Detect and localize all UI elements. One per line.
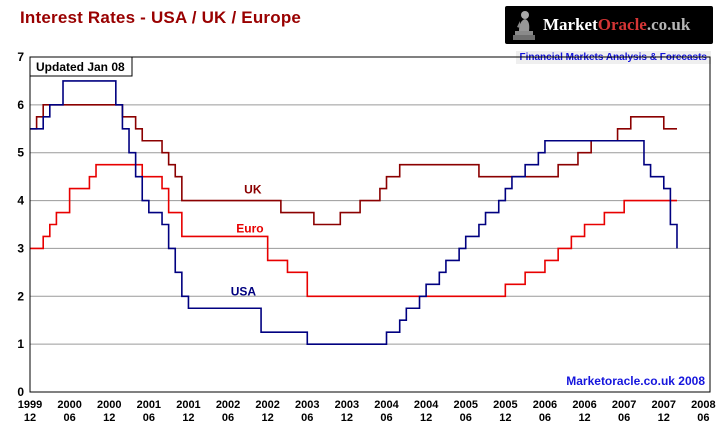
page-title: Interest Rates - USA / UK / Europe (20, 8, 302, 27)
x-tick-month: 12 (578, 412, 590, 424)
x-tick-year: 2000 (57, 399, 81, 411)
series-line-euro (30, 163, 677, 298)
x-tick-month: 06 (301, 412, 313, 424)
logo-market: Market (543, 15, 598, 34)
series-line-usa (30, 80, 678, 345)
x-tick-year: 2005 (493, 399, 517, 411)
chart-watermark: Marketoracle.co.uk 2008 (566, 374, 705, 388)
y-tick-label: 2 (17, 289, 24, 303)
x-tick-month: 06 (460, 412, 472, 424)
x-tick-year: 2007 (652, 399, 676, 411)
x-tick-year: 2003 (295, 399, 319, 411)
x-tick-month: 06 (539, 412, 551, 424)
plot-border (29, 56, 711, 393)
x-tick-year: 2000 (97, 399, 121, 411)
x-tick-year: 2006 (572, 399, 596, 411)
logo-wordmark: MarketOracle.co.uk (543, 15, 690, 35)
interest-rates-chart: UKEuroUSA0123456719991220000620001220010… (17, 50, 715, 424)
x-tick-month: 12 (24, 412, 36, 424)
x-tick-month: 12 (182, 412, 194, 424)
x-tick-month: 06 (380, 412, 392, 424)
y-tick-label: 1 (17, 337, 24, 351)
y-tick-label: 5 (17, 146, 24, 160)
x-tick-month: 12 (103, 412, 115, 424)
x-tick-month: 12 (420, 412, 432, 424)
x-tick-year: 2007 (612, 399, 636, 411)
x-tick-month: 12 (341, 412, 353, 424)
x-tick-year: 2004 (374, 399, 399, 411)
x-tick-month: 12 (262, 412, 274, 424)
y-tick-label: 7 (17, 50, 24, 64)
x-tick-year: 2001 (176, 399, 200, 411)
x-tick-month: 06 (697, 412, 709, 424)
series-label-usa: USA (231, 284, 257, 298)
annotation-updated: Updated Jan 08 (36, 60, 125, 74)
series-line-uk (30, 104, 677, 226)
series-label-uk: UK (244, 182, 262, 196)
x-tick-year: 2008 (691, 399, 715, 411)
x-tick-month: 06 (143, 412, 155, 424)
x-tick-month: 06 (222, 412, 234, 424)
annotation-box (29, 56, 133, 77)
oracle-statue-icon (511, 9, 537, 41)
y-tick-label: 3 (17, 241, 24, 255)
x-tick-month: 06 (63, 412, 75, 424)
x-tick-month: 06 (618, 412, 630, 424)
x-tick-year: 2002 (216, 399, 240, 411)
x-tick-month: 12 (499, 412, 511, 424)
x-tick-year: 2001 (137, 399, 161, 411)
x-tick-year: 1999 (18, 399, 42, 411)
x-tick-year: 2006 (533, 399, 557, 411)
logo-suffix: .co.uk (646, 15, 691, 34)
x-tick-year: 2005 (453, 399, 477, 411)
x-tick-month: 12 (658, 412, 670, 424)
y-tick-label: 0 (17, 385, 24, 399)
x-tick-year: 2002 (255, 399, 279, 411)
logo[interactable]: MarketOracle.co.uk (505, 6, 713, 44)
x-tick-year: 2003 (335, 399, 359, 411)
y-tick-label: 4 (17, 194, 24, 208)
logo-oracle: Oracle (597, 15, 647, 34)
y-tick-label: 6 (17, 98, 24, 112)
x-tick-year: 2004 (414, 399, 439, 411)
series-label-euro: Euro (236, 222, 263, 236)
